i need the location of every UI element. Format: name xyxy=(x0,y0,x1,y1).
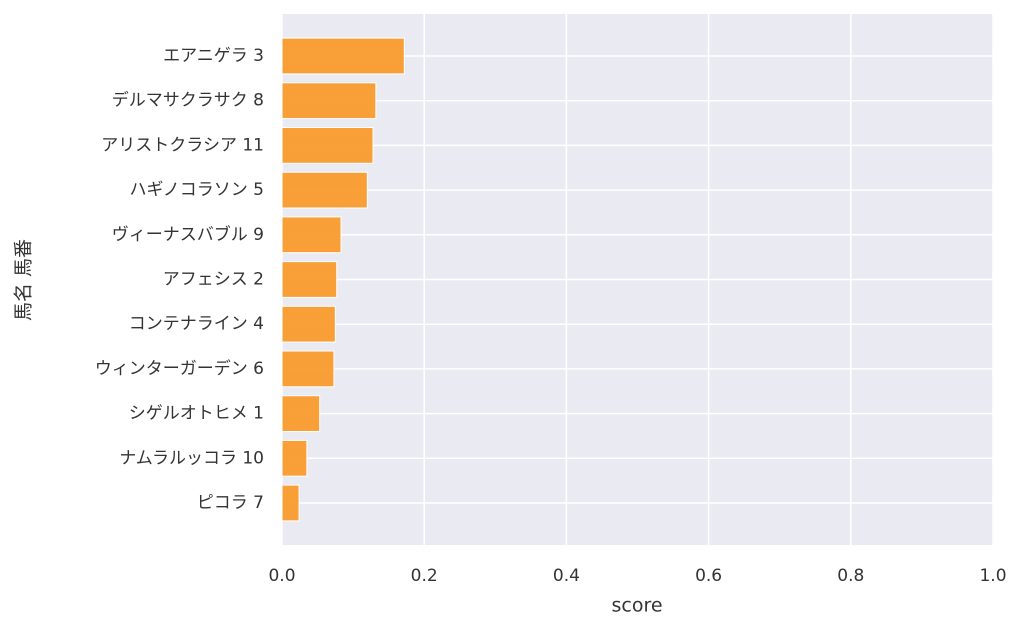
y-axis-label: 馬名 馬番 xyxy=(13,239,35,321)
y-tick-label: ヴィーナスバブル 9 xyxy=(112,224,264,245)
bar xyxy=(281,261,338,298)
x-tick-label: 0.4 xyxy=(553,566,580,586)
bar xyxy=(281,350,335,388)
x-axis-label: score xyxy=(611,595,662,617)
bar xyxy=(281,82,377,120)
x-tick-label: 1.0 xyxy=(979,566,1006,586)
y-tick-label: ハギノコラソン 5 xyxy=(129,180,264,200)
bar xyxy=(281,216,342,254)
bar xyxy=(281,37,405,75)
y-tick-label: ナムラルッコラ 10 xyxy=(119,448,264,468)
y-tick-label: アフェシス 2 xyxy=(163,270,264,290)
bar xyxy=(281,439,308,477)
bar xyxy=(281,305,336,343)
y-tick-label: エアニゲラ 3 xyxy=(163,46,264,66)
bar xyxy=(281,171,368,209)
x-tick-label: 0.8 xyxy=(837,566,864,586)
y-tick-label: コンテナライン 4 xyxy=(129,314,264,334)
bar xyxy=(281,484,300,522)
x-tick-label: 0.0 xyxy=(268,566,295,586)
y-tick-label: ウィンターガーデン 6 xyxy=(95,358,264,379)
y-tick-label: デルマサクラサク 8 xyxy=(112,90,264,111)
bar xyxy=(281,395,321,432)
y-tick-label: シゲルオトヒメ 1 xyxy=(129,404,264,424)
y-tick-label: アリストクラシア 11 xyxy=(101,135,264,155)
x-tick-label: 0.2 xyxy=(411,566,438,586)
bar xyxy=(281,127,374,164)
y-tick-label: ピコラ 7 xyxy=(197,493,264,513)
x-tick-label: 0.6 xyxy=(695,566,722,586)
